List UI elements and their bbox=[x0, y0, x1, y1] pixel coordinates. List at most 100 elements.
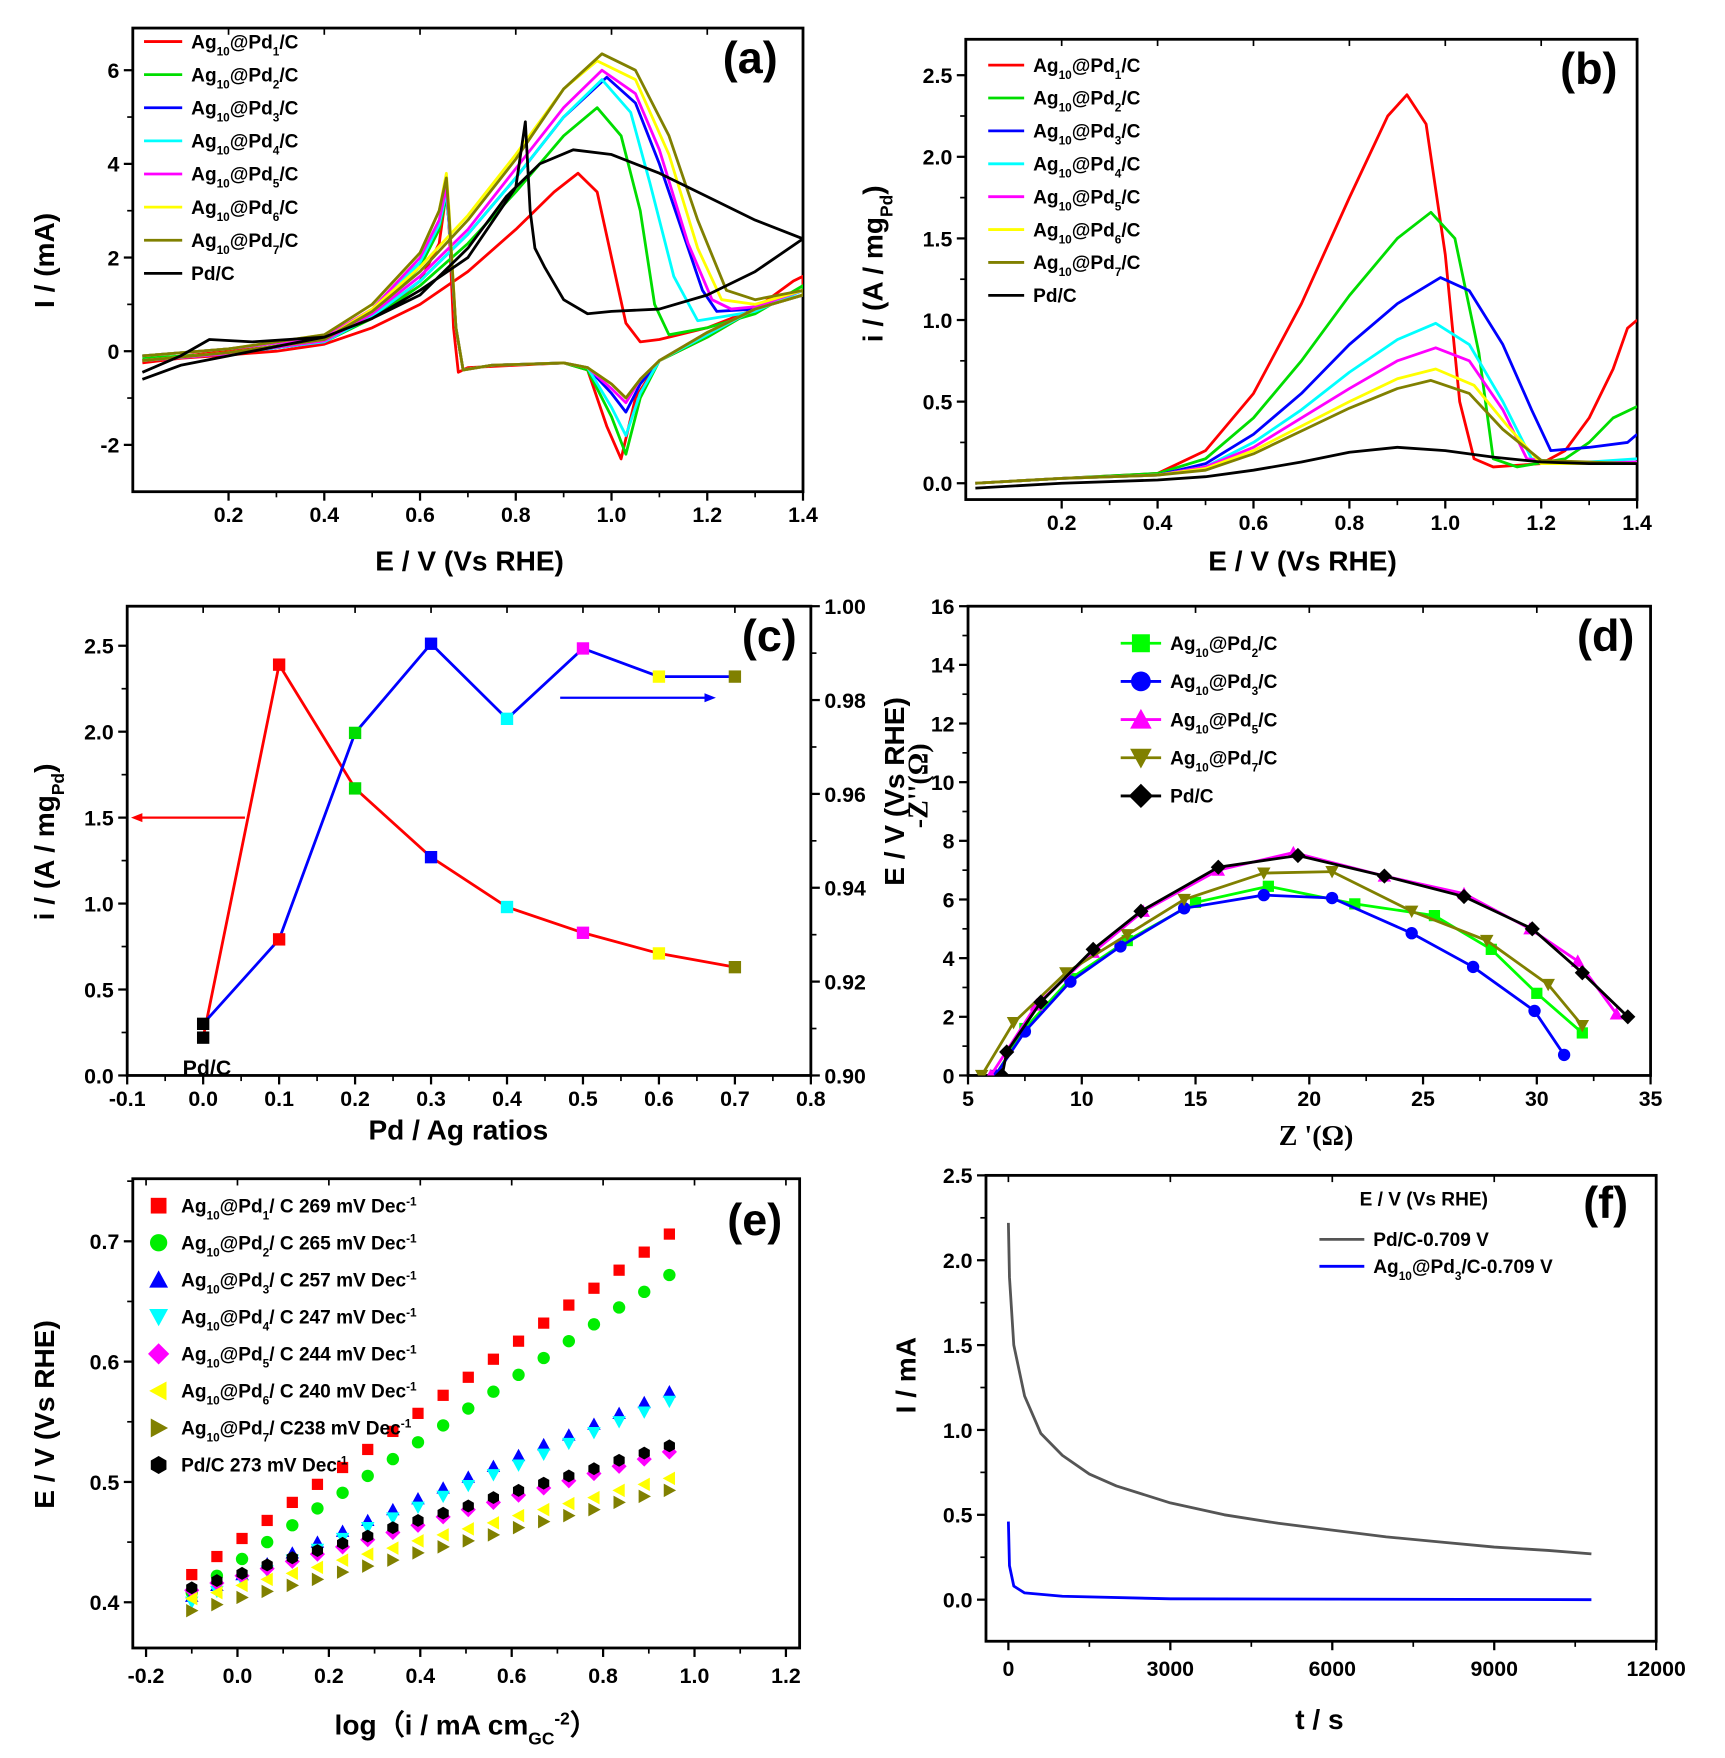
y-axis-title: i / (A / mgPd) bbox=[29, 764, 68, 921]
data-point bbox=[412, 1513, 424, 1527]
y-tick-label: 8 bbox=[943, 830, 955, 854]
legend-marker bbox=[1130, 708, 1152, 729]
x-axis-title: Z '(Ω) bbox=[1279, 1121, 1354, 1152]
x-tick-label: 3000 bbox=[1147, 1657, 1194, 1681]
plot-frame bbox=[964, 37, 1639, 501]
data-point bbox=[1466, 960, 1480, 974]
x-tick-label: 0.0 bbox=[223, 1664, 253, 1688]
data-point bbox=[286, 1519, 299, 1532]
plot-area bbox=[974, 845, 1636, 1076]
x-tick-label: 10 bbox=[1070, 1087, 1094, 1111]
x-tick-label: 0.2 bbox=[340, 1087, 370, 1111]
x-tick-label: 9000 bbox=[1471, 1657, 1518, 1681]
data-point bbox=[261, 1558, 273, 1572]
x-tick-label: 0.2 bbox=[1047, 511, 1077, 535]
data-point bbox=[412, 1546, 425, 1560]
data-point bbox=[386, 1541, 399, 1555]
data-point bbox=[588, 1282, 600, 1294]
legend-label: Ag10@Pd6/C bbox=[191, 198, 298, 224]
left-arrowhead-icon bbox=[130, 813, 143, 823]
y-tick-label: 2 bbox=[107, 246, 119, 270]
y-tick-label: -2 bbox=[100, 434, 119, 458]
data-point bbox=[272, 658, 286, 671]
data-point bbox=[663, 1228, 675, 1240]
data-point bbox=[1404, 905, 1419, 918]
y-tick-label: 1.0 bbox=[943, 1419, 973, 1443]
series-line bbox=[975, 210, 1638, 485]
x-tick-label: 25 bbox=[1411, 1087, 1435, 1111]
panel-label: (a) bbox=[723, 32, 778, 83]
y-tick-label: 0 bbox=[107, 340, 119, 364]
y-tick-label: 1.0 bbox=[84, 892, 114, 916]
legend-marker bbox=[149, 1270, 169, 1288]
series-line bbox=[1006, 1222, 1592, 1556]
y-axis-title: E / V (Vs RHE) bbox=[29, 1320, 60, 1509]
y-tick-label: 4 bbox=[107, 153, 119, 177]
y-axis-title: I / mA bbox=[890, 1337, 921, 1413]
data-point bbox=[1485, 943, 1497, 955]
legend-label: Ag10@Pd4/C bbox=[1033, 155, 1140, 181]
data-point bbox=[562, 1496, 575, 1511]
data-point bbox=[1571, 954, 1585, 967]
legend-label: Pd/C bbox=[1170, 787, 1214, 808]
data-point bbox=[1059, 967, 1073, 980]
legend-label: Ag10@Pd5/ C 244 mV Dec-1 bbox=[181, 1343, 417, 1371]
data-point bbox=[587, 1426, 601, 1440]
data-point bbox=[411, 1534, 424, 1548]
plot-frame bbox=[984, 1173, 1658, 1643]
plot-area bbox=[975, 93, 1638, 490]
data-point bbox=[511, 1448, 526, 1462]
panel-d: 5 10 15 20 25 30 35 0 2 4 6 8 10 12 14 16 Z '(Ω) -Z''(Ω) (… bbox=[904, 595, 1663, 1152]
data-point bbox=[437, 1506, 449, 1520]
data-point bbox=[424, 637, 438, 650]
data-point bbox=[386, 1512, 400, 1525]
data-point bbox=[235, 1578, 248, 1593]
data-point bbox=[613, 1495, 626, 1510]
y-tick-label: 0.7 bbox=[90, 1230, 120, 1254]
data-point bbox=[272, 933, 286, 946]
legend-marker bbox=[1131, 671, 1151, 692]
y-tick-label: 6 bbox=[943, 888, 955, 912]
data-point bbox=[587, 1490, 600, 1505]
plot-area bbox=[184, 1228, 677, 1618]
data-point bbox=[662, 1395, 677, 1409]
data-point bbox=[1557, 1048, 1571, 1062]
y-right-tick-label: 0.96 bbox=[824, 783, 866, 807]
data-point bbox=[587, 1318, 601, 1331]
x-tick-label: 1.4 bbox=[1622, 511, 1652, 535]
data-point bbox=[360, 1547, 374, 1561]
x-tick-label: 0.6 bbox=[644, 1087, 674, 1111]
data-point bbox=[311, 1502, 324, 1515]
legend-label: Ag10@Pd1/ C 269 mV Dec-1 bbox=[181, 1194, 417, 1222]
data-point bbox=[638, 1285, 651, 1299]
data-point bbox=[500, 712, 514, 726]
legend-marker bbox=[148, 1343, 170, 1365]
data-point bbox=[486, 1516, 500, 1530]
legend-label: Pd/C bbox=[1033, 286, 1077, 307]
series-line bbox=[975, 445, 1638, 490]
legend-marker bbox=[150, 1197, 167, 1214]
y-right-tick-label: 1.00 bbox=[824, 595, 865, 619]
data-point bbox=[1576, 1027, 1588, 1039]
data-point bbox=[1114, 940, 1127, 953]
data-point bbox=[1531, 987, 1543, 999]
legend-label: Ag10@Pd2/C bbox=[1170, 634, 1277, 660]
x-tick-label: 20 bbox=[1297, 1087, 1321, 1111]
data-point bbox=[348, 726, 362, 740]
data-point bbox=[336, 1565, 350, 1579]
legend-marker bbox=[150, 1418, 169, 1438]
data-point bbox=[638, 1246, 650, 1258]
x-tick-label: 6000 bbox=[1309, 1657, 1356, 1681]
data-point bbox=[1575, 1019, 1590, 1033]
data-point bbox=[362, 1529, 374, 1543]
y-tick-label: 0.5 bbox=[923, 390, 953, 414]
data-point bbox=[1189, 896, 1202, 909]
panel-label: (b) bbox=[1560, 43, 1617, 94]
legend-title: E / V (Vs RHE) bbox=[1360, 1190, 1488, 1211]
x-tick-label: 0.6 bbox=[497, 1664, 527, 1688]
data-point bbox=[728, 960, 742, 974]
series-line bbox=[142, 52, 804, 400]
legend-label: Ag10@Pd6/C bbox=[1033, 220, 1140, 246]
data-point bbox=[361, 1469, 374, 1483]
legend-marker bbox=[149, 1234, 168, 1252]
